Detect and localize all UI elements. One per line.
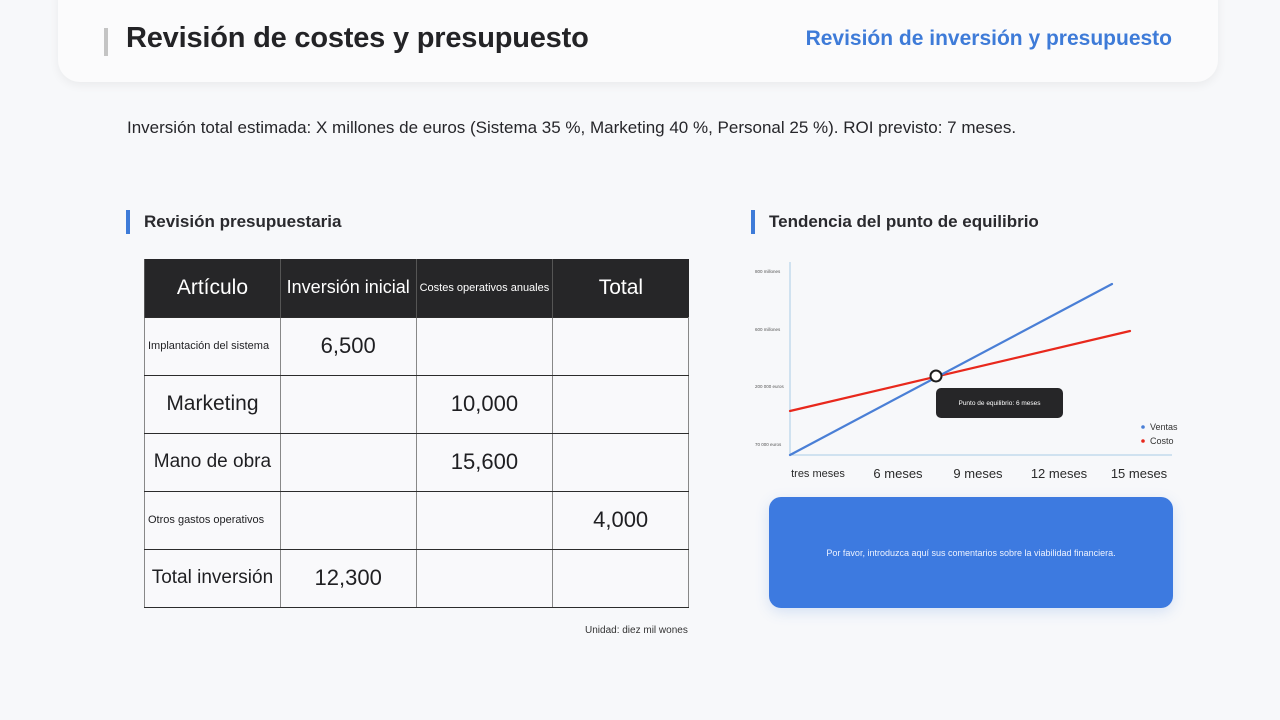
cell-annual (415, 548, 554, 608)
column-header-annual: Costes operativos anuales (415, 259, 553, 317)
cell-initial: 12,300 (279, 548, 417, 608)
x-tick-label: 6 meses (873, 466, 923, 481)
breakeven-point-marker[interactable] (929, 369, 943, 383)
legend-ventas-dot (1141, 425, 1145, 429)
y-tick-label: 70 000 euros (755, 442, 782, 447)
x-tick-label: 15 meses (1111, 466, 1168, 481)
budget-section-title: Revisión presupuestaria (126, 210, 341, 234)
cell-total (552, 374, 689, 434)
investment-summary: Inversión total estimada: X millones de … (127, 118, 1017, 137)
table-row: Otros gastos operativos 4,000 (144, 490, 689, 550)
header: Revisión de costes y presupuesto Revisió… (58, 0, 1218, 82)
cell-item: Marketing (144, 374, 281, 434)
legend-costo-dot (1141, 439, 1145, 443)
cell-initial (279, 490, 417, 550)
cell-annual (415, 316, 554, 376)
cell-total: 4,000 (552, 490, 689, 550)
x-tick-label: 12 meses (1031, 466, 1088, 481)
ventas-line (788, 282, 1114, 457)
cell-initial (279, 432, 417, 492)
cell-item: Implantación del sistema (144, 316, 281, 376)
breakeven-tooltip (936, 388, 1063, 418)
cell-annual (415, 490, 554, 550)
cell-initial: 6,500 (279, 316, 417, 376)
cell-annual: 10,000 (415, 374, 554, 434)
legend-ventas-label: Ventas (1150, 422, 1178, 432)
table-row: Mano de obra 15,600 (144, 432, 689, 492)
feedback-placeholder: Por favor, introduzca aquí sus comentari… (826, 547, 1116, 558)
y-tick-label: 600 millones (755, 327, 781, 332)
cell-item: Mano de obra (144, 432, 281, 492)
unit-note: Unidad: diez mil wones (585, 625, 688, 636)
cell-annual: 15,600 (415, 432, 554, 492)
cell-initial (279, 374, 417, 434)
breakeven-section-title: Tendencia del punto de equilibrio (751, 210, 1039, 234)
column-header-total: Total (552, 259, 689, 317)
x-tick-label: tres meses (791, 468, 845, 480)
cell-total (552, 548, 689, 608)
table-row: Total inversión 12,300 (144, 548, 689, 608)
title-accent-bar (104, 28, 108, 56)
cell-item: Total inversión (144, 548, 281, 608)
breakeven-chart: 800 millones 600 millones 200 000 euros … (755, 262, 1178, 481)
column-header-initial: Inversión inicial (279, 259, 417, 317)
table-row: Marketing 10,000 (144, 374, 689, 434)
legend-costo-label: Costo (1150, 436, 1174, 446)
x-tick-label: 9 meses (953, 466, 1003, 481)
breakeven-tooltip-text: Punto de equilibrio: 6 meses (958, 400, 1041, 407)
cell-total (552, 432, 689, 492)
feedback-input[interactable]: Por favor, introduzca aquí sus comentari… (769, 497, 1173, 608)
cell-item: Otros gastos operativos (144, 490, 281, 550)
y-tick-label: 800 millones (755, 269, 781, 274)
costo-line (788, 329, 1132, 413)
table-row: Implantación del sistema 6,500 (144, 316, 689, 376)
budget-table: Artículo Inversión inicial Costes operat… (144, 259, 689, 608)
y-tick-label: 200 000 euros (755, 384, 785, 389)
page-subtitle: Revisión de inversión y presupuesto (805, 27, 1172, 50)
column-header-item: Artículo (144, 259, 281, 317)
table-header-row: Artículo Inversión inicial Costes operat… (144, 259, 689, 317)
page-title: Revisión de costes y presupuesto (126, 22, 589, 54)
cell-total (552, 316, 689, 376)
